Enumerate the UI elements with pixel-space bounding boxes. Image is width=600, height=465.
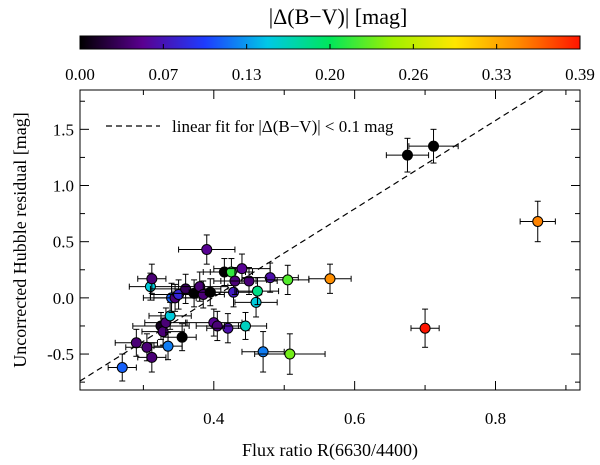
data-point [235,277,280,306]
point-marker [239,320,251,332]
data-point [254,333,326,375]
point-marker [324,273,336,285]
y-tick-label: 1.5 [53,120,74,139]
data-point [408,128,459,164]
y-tick-label: -0.5 [47,345,74,364]
data-point [209,258,254,287]
data-point [178,234,236,265]
point-marker [116,362,128,374]
data-point [107,353,137,382]
colorbar-ticks: 0.00 0.07 0.13 0.20 0.26 0.33 0.39 [65,44,595,84]
y-tick-label: 0.0 [53,289,74,308]
axis-ticks: 0.4 0.6 0.8 -0.5 0.0 0.5 1.0 1.5 [47,90,580,428]
data-point [148,301,192,330]
colorbar-tick-label: 0.33 [482,65,512,84]
point-marker [228,286,240,298]
point-marker [532,215,544,227]
colorbar-tick-label: 0.00 [65,65,95,84]
colorbar-tick-label: 0.20 [315,65,345,84]
colorbar-tick-label: 0.39 [565,65,595,84]
colorbar-title: |Δ(B−V)| [mag] [269,4,408,29]
point-marker [164,310,176,322]
x-tick-label: 0.8 [485,409,506,428]
data-point [223,311,268,340]
data-point [308,263,352,294]
data-point [220,267,278,295]
point-marker [130,337,142,349]
data-point [385,137,430,173]
point-marker [250,296,262,308]
point-marker [236,263,248,275]
data-point [410,308,440,348]
point-marker [243,275,255,287]
point-marker [284,348,296,360]
fit-line [80,90,546,382]
data-point [266,264,310,295]
point-marker [419,322,431,334]
point-marker [141,341,153,353]
x-tick-label: 0.4 [203,409,225,428]
y-tick-label: 0.5 [53,233,74,252]
data-point [519,200,556,243]
y-tick-label: 1.0 [53,177,74,196]
legend-label: linear fit for |Δ(B−V)| < 0.1 mag [172,117,394,136]
x-tick-label: 0.6 [344,409,365,428]
x-axis-label: Flux ratio R(6630/4400) [242,440,418,461]
point-marker [401,149,413,161]
data-point [114,328,158,357]
point-marker [282,274,294,286]
point-marker [257,346,269,358]
colorbar-tick-label: 0.26 [398,65,428,84]
point-marker [146,273,158,285]
legend: linear fit for |Δ(B−V)| < 0.1 mag [106,117,394,136]
point-marker [201,244,213,256]
point-marker [176,331,188,343]
plot-frame [79,89,581,391]
colorbar-tick-label: 0.07 [148,65,178,84]
point-marker [428,140,440,152]
data-point [171,271,229,302]
point-marker [251,285,263,297]
point-marker [162,340,174,352]
point-marker [211,320,223,332]
data-point [241,331,285,373]
colorbar-tick-label: 0.13 [232,65,262,84]
point-marker [157,326,169,338]
data-point [167,323,197,352]
point-marker [146,351,158,363]
y-axis-label: Uncorrected Hubble residual [mag] [10,112,30,367]
